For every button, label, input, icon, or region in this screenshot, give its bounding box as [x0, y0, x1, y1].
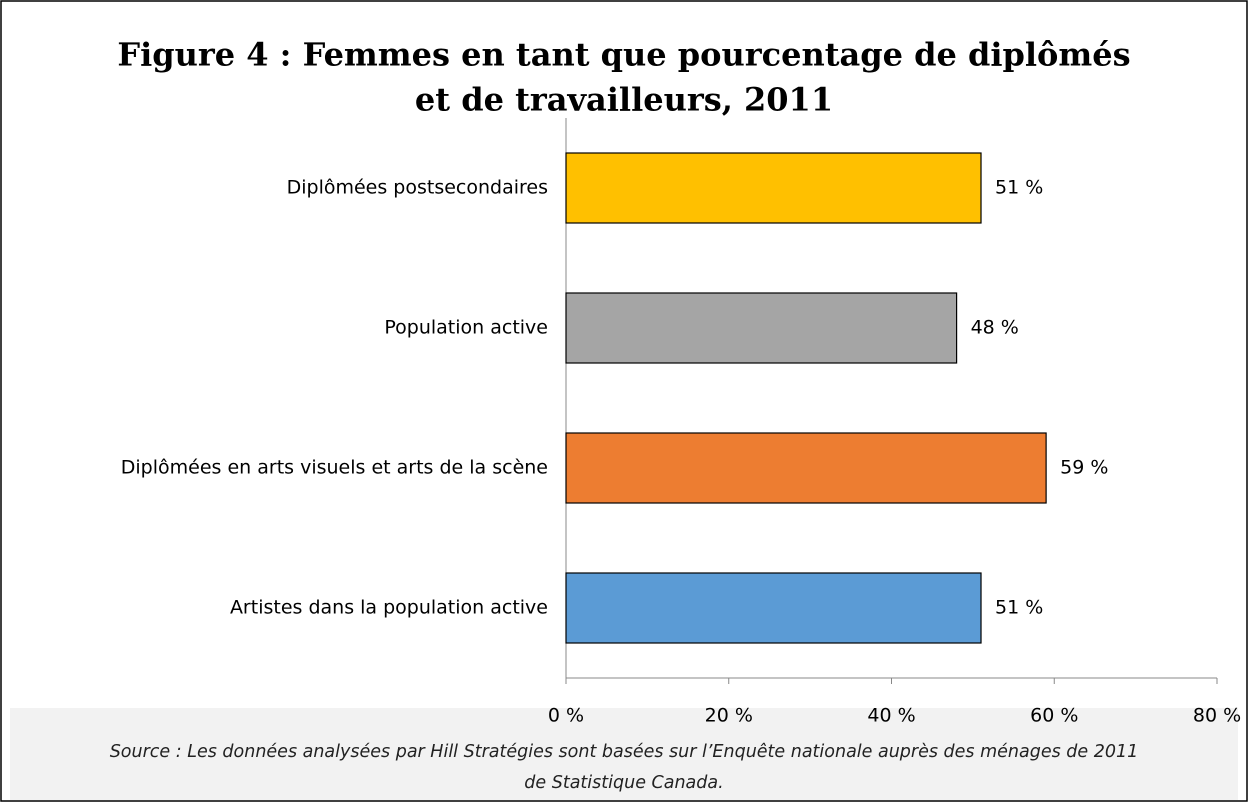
bar — [565, 292, 958, 364]
y-tick-label: Artistes dans la population active — [230, 597, 548, 619]
chart-title: Figure 4 : Femmes en tant que pourcentag… — [117, 36, 1130, 74]
value-label: 59 % — [1060, 457, 1108, 479]
x-tick-label: 20 % — [705, 705, 753, 727]
bar — [565, 152, 982, 224]
bar — [565, 572, 982, 644]
value-label: 51 % — [995, 177, 1043, 199]
value-label: 48 % — [971, 317, 1019, 339]
y-tick-label: Diplômées en arts visuels et arts de la … — [121, 457, 548, 479]
y-tick-label: Diplômées postsecondaires — [287, 177, 548, 199]
x-tick-label: 60 % — [1030, 705, 1078, 727]
x-tick-label: 0 % — [548, 705, 584, 727]
source-note: de Statistique Canada. — [524, 773, 723, 793]
source-note: Source : Les données analysées par Hill … — [110, 742, 1139, 762]
x-tick-label: 40 % — [867, 705, 915, 727]
source-box — [10, 708, 1238, 800]
bar — [565, 432, 1047, 504]
y-tick-label: Population active — [384, 317, 548, 339]
x-tick-label: 80 % — [1193, 705, 1241, 727]
value-label: 51 % — [995, 597, 1043, 619]
chart-title: et de travailleurs, 2011 — [415, 81, 833, 119]
